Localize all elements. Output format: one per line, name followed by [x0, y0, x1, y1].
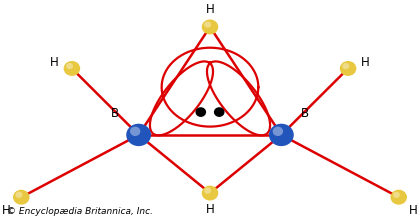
- Circle shape: [269, 124, 294, 146]
- Circle shape: [393, 192, 400, 198]
- Text: H: H: [206, 203, 214, 216]
- Circle shape: [196, 108, 205, 116]
- Circle shape: [63, 61, 80, 76]
- Text: H: H: [361, 56, 370, 69]
- Text: B: B: [301, 107, 310, 120]
- Circle shape: [16, 192, 22, 198]
- Circle shape: [204, 187, 211, 194]
- Text: H: H: [206, 3, 214, 16]
- Circle shape: [13, 190, 29, 205]
- Circle shape: [66, 63, 73, 69]
- Circle shape: [202, 186, 218, 201]
- Circle shape: [204, 21, 211, 28]
- Circle shape: [342, 63, 349, 69]
- Circle shape: [126, 124, 151, 146]
- Text: © Encyclopædia Britannica, Inc.: © Encyclopædia Britannica, Inc.: [7, 207, 153, 216]
- Circle shape: [215, 108, 224, 116]
- Circle shape: [202, 19, 218, 34]
- Circle shape: [391, 190, 407, 205]
- Text: B: B: [110, 107, 119, 120]
- Circle shape: [130, 127, 140, 136]
- Circle shape: [273, 127, 283, 136]
- Text: H: H: [2, 204, 11, 217]
- Text: H: H: [409, 204, 418, 217]
- Circle shape: [340, 61, 357, 76]
- Text: H: H: [50, 56, 59, 69]
